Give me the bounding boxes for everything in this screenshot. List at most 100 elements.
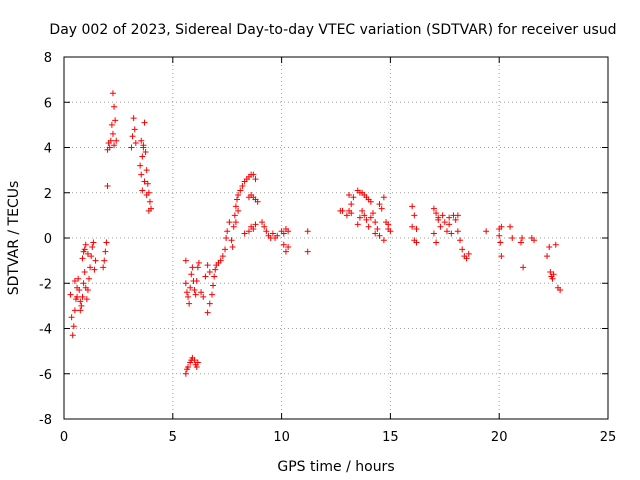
x-tick-label: 10 xyxy=(273,430,290,445)
data-point xyxy=(552,241,559,248)
data-point xyxy=(496,232,503,239)
data-point xyxy=(446,214,453,221)
x-tick-labels: 0 5 10 15 20 25 xyxy=(60,430,616,445)
data-point xyxy=(91,266,98,273)
data-point xyxy=(235,207,242,214)
axis-ticks xyxy=(63,56,609,420)
data-point xyxy=(78,302,85,309)
data-point xyxy=(103,239,110,246)
data-point xyxy=(226,219,233,226)
data-point xyxy=(457,237,464,244)
data-point xyxy=(86,275,93,282)
data-point xyxy=(437,223,444,230)
data-point xyxy=(106,144,113,151)
data-point xyxy=(369,210,376,217)
y-tick-label: 2 xyxy=(44,187,52,202)
chart-title: Day 002 of 2023, Sidereal Day-to-day VTE… xyxy=(49,22,616,38)
data-point xyxy=(87,264,94,271)
data-point xyxy=(433,210,440,217)
y-tick-label: 4 xyxy=(44,142,52,157)
data-point xyxy=(252,176,259,183)
data-point xyxy=(191,357,198,364)
data-point xyxy=(109,130,116,137)
data-point xyxy=(454,212,461,219)
data-point xyxy=(183,289,190,296)
data-point xyxy=(182,257,189,264)
data-point xyxy=(380,237,387,244)
data-point xyxy=(228,237,235,244)
data-point xyxy=(448,230,455,237)
data-point xyxy=(88,253,95,260)
data-point xyxy=(224,228,231,235)
data-point xyxy=(557,287,564,294)
data-point xyxy=(129,133,136,140)
data-point xyxy=(219,253,226,260)
data-point xyxy=(193,277,200,284)
data-point xyxy=(254,198,261,205)
data-point xyxy=(137,162,144,169)
data-point xyxy=(547,268,554,275)
data-point xyxy=(452,216,459,223)
data-point xyxy=(193,363,200,370)
data-point xyxy=(280,241,287,248)
data-points xyxy=(67,90,564,377)
data-point xyxy=(304,248,311,255)
data-point xyxy=(192,291,199,298)
data-point xyxy=(235,192,242,199)
data-point xyxy=(77,307,84,314)
data-point xyxy=(239,182,246,189)
data-point xyxy=(187,284,194,291)
data-point xyxy=(141,119,148,126)
data-point xyxy=(202,273,209,280)
data-point xyxy=(139,187,146,194)
data-point xyxy=(263,228,270,235)
data-point xyxy=(483,228,490,235)
data-point xyxy=(285,228,292,235)
data-point xyxy=(141,178,148,185)
data-point xyxy=(217,257,224,264)
data-point xyxy=(465,250,472,257)
data-point xyxy=(81,246,88,253)
data-point xyxy=(363,216,370,223)
data-point xyxy=(378,205,385,212)
data-point xyxy=(550,271,557,278)
data-point xyxy=(285,244,292,251)
data-point xyxy=(210,282,217,289)
data-point xyxy=(206,268,213,275)
data-point xyxy=(250,171,257,178)
data-point xyxy=(70,323,77,330)
data-point xyxy=(544,253,551,260)
data-point xyxy=(146,198,153,205)
data-point xyxy=(79,293,86,300)
data-point xyxy=(81,268,88,275)
data-point xyxy=(372,219,379,226)
data-point xyxy=(67,291,74,298)
data-point xyxy=(274,232,281,239)
data-point xyxy=(372,230,379,237)
data-point xyxy=(241,230,248,237)
data-point xyxy=(343,212,350,219)
data-point xyxy=(509,235,516,241)
data-point xyxy=(131,126,138,133)
data-point xyxy=(182,280,189,287)
data-point xyxy=(77,298,84,305)
data-point xyxy=(223,235,230,241)
data-point xyxy=(454,228,461,235)
data-point xyxy=(282,248,289,255)
data-point xyxy=(237,187,244,194)
data-point xyxy=(446,221,453,228)
data-point xyxy=(212,266,219,273)
data-point xyxy=(92,257,99,264)
data-point xyxy=(208,291,215,298)
data-point xyxy=(185,293,192,300)
data-point xyxy=(138,171,145,178)
data-point xyxy=(233,196,240,203)
data-point xyxy=(439,212,446,219)
data-point xyxy=(517,239,524,246)
y-tick-labels: -8 -6 -4 -2 0 2 4 6 8 xyxy=(39,51,52,428)
data-point xyxy=(409,203,416,210)
data-point xyxy=(498,223,505,230)
y-tick-label: -2 xyxy=(39,277,52,292)
data-point xyxy=(188,271,195,278)
data-point xyxy=(498,253,505,260)
